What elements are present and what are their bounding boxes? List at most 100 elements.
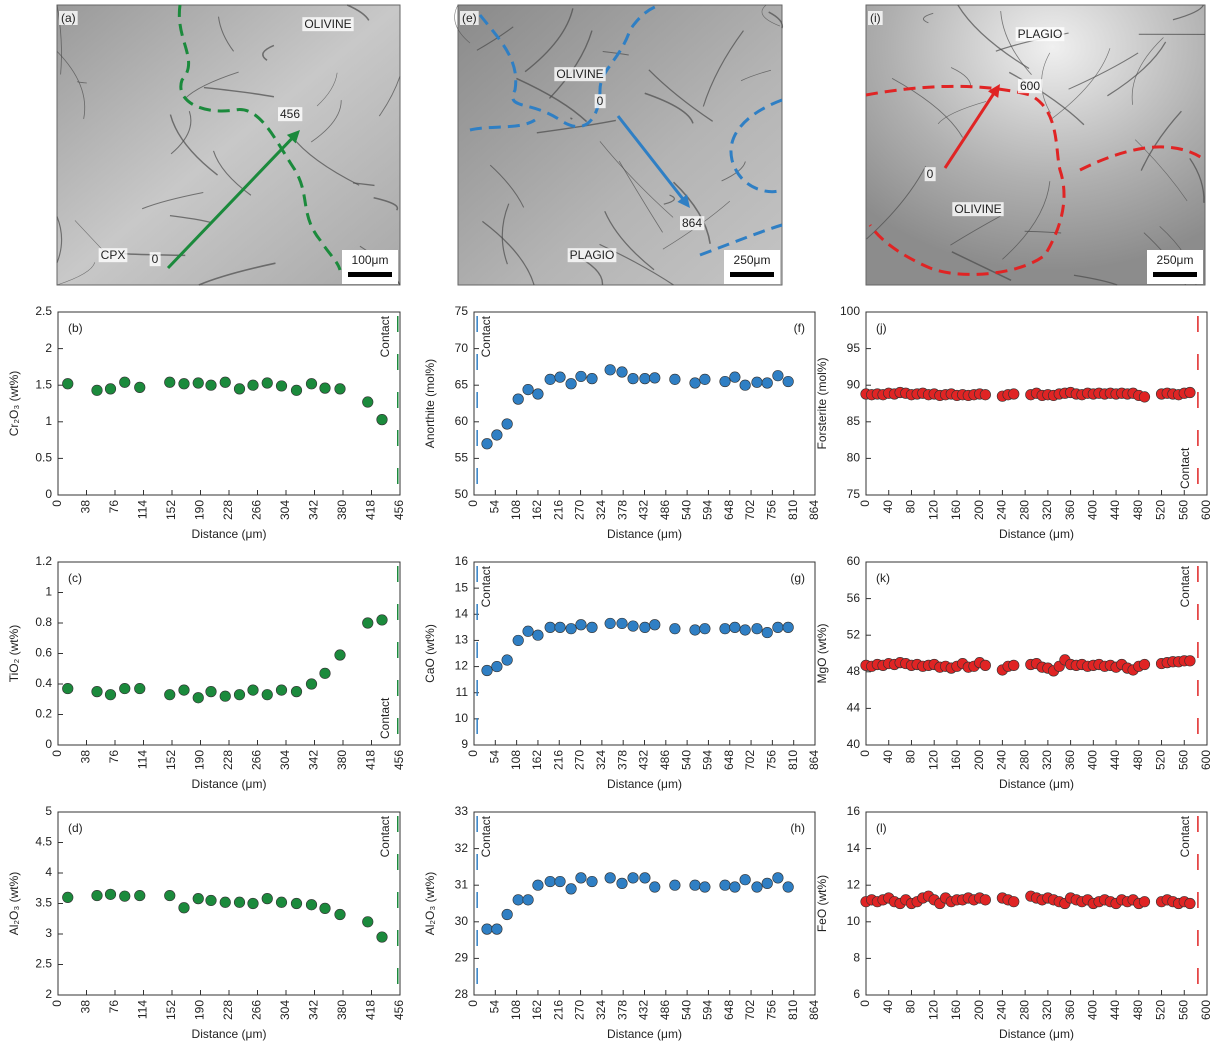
data-point xyxy=(261,893,273,905)
panel-label: (g) xyxy=(790,571,805,585)
y-axis-label: FeO (wt%) xyxy=(815,875,829,932)
data-point xyxy=(565,623,577,635)
data-point xyxy=(1008,388,1020,400)
y-tick-label: 12 xyxy=(847,877,861,891)
crack xyxy=(1068,52,1139,90)
x-tick-label: 864 xyxy=(807,500,821,520)
data-point xyxy=(565,378,577,390)
x-tick-label: 324 xyxy=(594,500,608,520)
phase-boundary xyxy=(865,84,1206,276)
data-point xyxy=(305,678,318,690)
panel-label: (k) xyxy=(876,571,890,585)
x-tick-label: 400 xyxy=(1086,1000,1100,1020)
x-tick-label: 160 xyxy=(949,1000,963,1020)
data-point xyxy=(119,376,131,388)
profile-arrow xyxy=(616,115,687,203)
data-point xyxy=(575,619,587,631)
scale-bar xyxy=(1153,272,1197,277)
crack xyxy=(217,16,235,52)
x-tick-label: 54 xyxy=(487,1000,501,1014)
y-tick-label: 10 xyxy=(847,914,861,928)
crack xyxy=(702,30,744,107)
plot-frame xyxy=(865,311,1208,496)
x-tick-label: 240 xyxy=(995,500,1009,520)
x-tick-label: 280 xyxy=(1017,500,1031,520)
phase-boundary xyxy=(469,3,783,257)
data-point xyxy=(544,875,556,888)
data-point xyxy=(205,894,217,907)
x-tick-label: 38 xyxy=(79,500,93,514)
crack xyxy=(957,4,1030,70)
panel-label: (d) xyxy=(68,821,83,835)
image-label: 0 xyxy=(927,167,934,181)
data-point xyxy=(554,371,566,383)
x-tick-label: 378 xyxy=(615,750,629,770)
crack xyxy=(310,100,342,143)
x-tick-label: 304 xyxy=(278,750,292,770)
x-tick-label: 520 xyxy=(1154,1000,1168,1020)
crack xyxy=(262,44,275,61)
crack xyxy=(76,81,87,84)
data-point xyxy=(261,377,273,389)
data-point xyxy=(1184,655,1196,667)
x-tick-label: 0 xyxy=(858,500,872,507)
x-tick-label: 648 xyxy=(722,1000,736,1020)
x-axis-label: Distance (μm) xyxy=(999,777,1074,791)
data-point xyxy=(1138,658,1151,671)
data-point xyxy=(91,889,103,902)
x-tick-label: 280 xyxy=(1017,1000,1031,1020)
x-tick-label: 342 xyxy=(307,500,321,520)
crack xyxy=(56,262,96,286)
y-tick-label: 32 xyxy=(455,841,469,855)
y-tick-label: 3 xyxy=(45,926,52,940)
arrow-head xyxy=(286,130,300,144)
crack xyxy=(1107,41,1167,97)
data-point xyxy=(164,376,176,388)
y-tick-label: 90 xyxy=(847,377,861,391)
data-point xyxy=(481,438,493,450)
y-tick-label: 14 xyxy=(455,606,469,620)
y-tick-label: 2.5 xyxy=(35,957,52,971)
data-point xyxy=(290,384,303,396)
micrograph xyxy=(56,4,401,286)
y-tick-label: 2 xyxy=(45,341,52,355)
crack xyxy=(950,215,1001,246)
crack xyxy=(570,117,573,120)
panel-label: (f) xyxy=(794,321,805,335)
data-point xyxy=(719,879,731,891)
x-tick-label: 540 xyxy=(679,500,693,520)
x-tick-label: 702 xyxy=(743,500,757,520)
panel-label: (l) xyxy=(876,821,887,835)
panel-label: (j) xyxy=(876,321,887,335)
x-tick-label: 40 xyxy=(881,1000,895,1014)
x-tick-label: 486 xyxy=(658,1000,672,1020)
data-point xyxy=(522,383,534,396)
scale-bar xyxy=(348,272,392,277)
x-tick-label: 342 xyxy=(307,1000,321,1020)
crack xyxy=(212,150,252,196)
y-tick-label: 33 xyxy=(455,804,469,818)
crack xyxy=(170,111,192,155)
data-point xyxy=(219,690,231,702)
data-point xyxy=(782,621,794,633)
y-tick-label: 65 xyxy=(455,377,469,391)
y-tick-label: 70 xyxy=(455,341,469,355)
data-point xyxy=(247,897,259,910)
data-point xyxy=(554,621,566,633)
data-point xyxy=(104,689,117,701)
data-point xyxy=(362,396,374,408)
x-tick-label: 304 xyxy=(278,1000,292,1020)
crack xyxy=(1049,48,1111,121)
data-point xyxy=(178,902,190,914)
image-label-box xyxy=(567,248,617,263)
x-tick-label: 228 xyxy=(221,500,235,520)
data-point xyxy=(761,377,773,389)
y-tick-label: 9 xyxy=(461,737,468,751)
image-label-box xyxy=(149,252,161,267)
crack xyxy=(141,191,204,210)
x-tick-label: 342 xyxy=(307,750,321,770)
x-axis-label: Distance (μm) xyxy=(192,1027,267,1041)
data-point xyxy=(233,383,246,395)
crack xyxy=(1002,181,1051,260)
x-tick-label: 418 xyxy=(364,750,378,770)
